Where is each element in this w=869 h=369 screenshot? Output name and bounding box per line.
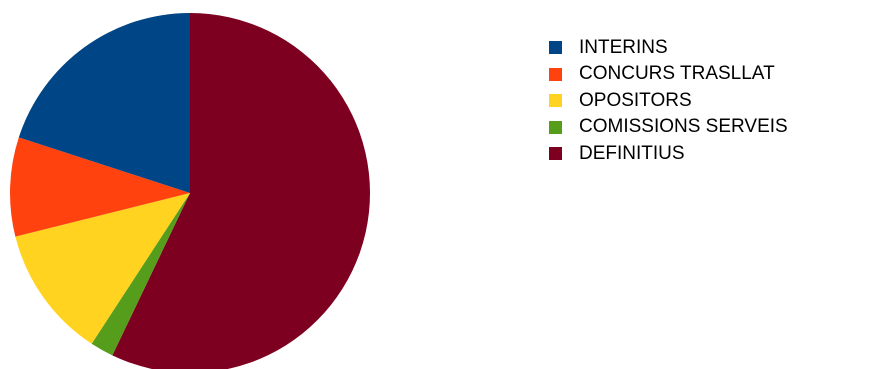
legend-label: COMISSIONS SERVEIS <box>579 116 788 137</box>
legend-item-interins: INTERINS <box>549 35 788 60</box>
legend-label: DEFINITIUS <box>579 142 685 164</box>
legend-swatch <box>549 41 562 54</box>
legend-item-comissions-serveis: COMISSIONS SERVEIS <box>549 115 788 140</box>
legend-item-definitius: DEFINITIUS <box>549 141 788 166</box>
pie-slice-opositors <box>15 193 190 344</box>
legend-item-concurs-trasllat: CONCURS TRASLLAT <box>549 62 788 87</box>
pie-slice-concurs-trasllat <box>10 137 190 237</box>
legend-label: OPOSITORS <box>579 89 692 111</box>
pie-slice-interins <box>18 13 191 193</box>
legend-swatch <box>549 147 562 160</box>
pie-slice-comissions-serveis <box>91 193 190 356</box>
legend-item-opositors: OPOSITORS <box>549 88 788 113</box>
pie-slice-definitius <box>112 13 370 369</box>
chart-legend: INTERINS CONCURS TRASLLAT OPOSITORS COMISSI… <box>549 35 788 168</box>
legend-swatch <box>549 94 562 107</box>
legend-label: INTERINS <box>579 36 668 58</box>
legend-label: CONCURS TRASLLAT <box>579 63 775 84</box>
legend-swatch <box>549 120 562 134</box>
legend-swatch <box>549 67 562 81</box>
